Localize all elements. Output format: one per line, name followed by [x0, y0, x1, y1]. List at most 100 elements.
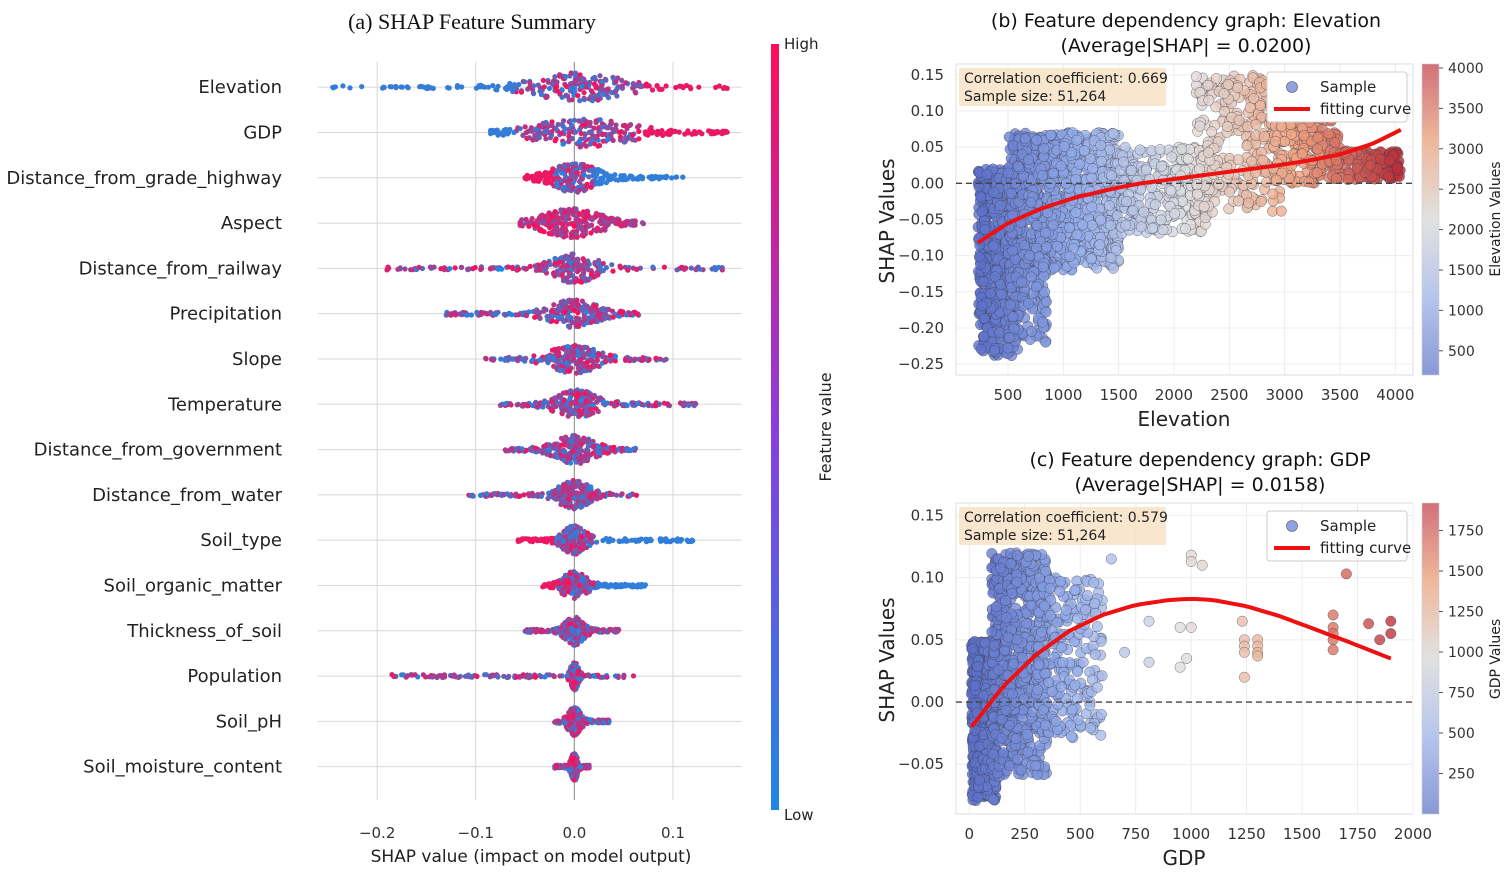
shap-point	[657, 174, 663, 180]
shap-point	[594, 720, 601, 726]
shap-point	[331, 84, 337, 91]
shap-point	[598, 306, 604, 312]
shap-point	[580, 275, 587, 281]
shap-point	[601, 720, 607, 726]
shap-point	[521, 356, 527, 362]
shap-point	[589, 313, 595, 319]
shap-point	[543, 136, 549, 142]
shap-point	[533, 309, 539, 315]
shap-point	[571, 679, 577, 686]
shap-point	[487, 309, 494, 315]
shap-point	[591, 363, 597, 369]
shap-point	[565, 368, 572, 374]
shap-point	[569, 407, 575, 413]
shap-point	[605, 583, 611, 589]
shap-point	[574, 616, 581, 623]
shap-point	[598, 582, 605, 589]
shap-point	[581, 672, 587, 679]
shap-point	[584, 183, 590, 189]
feature-label: Distance_from_grade_highway	[6, 168, 282, 189]
shap-point	[671, 128, 677, 134]
shap-point	[468, 312, 474, 318]
b-sample-point	[988, 186, 1000, 198]
shap-point	[566, 97, 572, 103]
shap-point	[575, 77, 581, 83]
shap-point	[576, 549, 582, 555]
shap-point	[454, 83, 461, 89]
shap-point	[621, 220, 628, 226]
shap-point	[599, 316, 605, 322]
shap-point	[511, 82, 517, 88]
shap-point	[607, 352, 613, 358]
shap-point	[547, 261, 553, 268]
shap-point	[663, 536, 669, 542]
shap-point	[575, 365, 581, 371]
shap-point	[555, 121, 561, 128]
feature-label: Temperature	[167, 394, 282, 415]
shap-point	[490, 83, 496, 89]
shap-point	[654, 83, 660, 89]
shap-point	[577, 72, 583, 78]
shap-point	[566, 129, 572, 135]
shap-point	[573, 533, 579, 539]
shap-point	[587, 717, 593, 723]
shap-point	[526, 223, 532, 229]
shap-point	[571, 751, 577, 757]
shap-point	[571, 350, 577, 356]
shap-point	[576, 264, 582, 270]
shap-point	[578, 764, 584, 770]
shap-point	[569, 300, 575, 307]
feature-label: GDP	[243, 122, 282, 143]
shap-point	[626, 356, 632, 362]
shap-point	[622, 130, 628, 136]
shap-point	[571, 85, 578, 91]
shap-point	[562, 620, 569, 626]
shap-point	[630, 446, 637, 452]
shap-point	[581, 344, 587, 351]
shap-point	[575, 668, 582, 674]
shap-point	[511, 129, 517, 136]
shap-point	[553, 126, 559, 132]
shap-point	[562, 439, 568, 445]
shap-point	[558, 630, 564, 636]
shap-point	[474, 673, 480, 680]
feature-label: Soil_type	[200, 530, 282, 551]
shap-point	[586, 500, 592, 506]
shap-point	[570, 483, 576, 489]
shap-point	[570, 433, 576, 439]
shap-point	[567, 768, 573, 774]
shap-point	[541, 172, 548, 178]
shap-point	[597, 117, 603, 123]
shap-point	[572, 641, 579, 647]
shap-point	[483, 356, 489, 362]
shap-point	[712, 130, 718, 136]
shap-point	[557, 259, 564, 265]
shap-point	[523, 312, 529, 318]
shap-point	[620, 123, 627, 129]
shap-point	[623, 177, 629, 183]
shap-point	[562, 309, 568, 315]
shap-point	[581, 270, 587, 276]
shap-point	[516, 266, 522, 272]
shap-point	[567, 388, 573, 394]
colorbar-low-label: Low	[784, 806, 814, 824]
shap-point	[559, 121, 565, 127]
shap-point	[600, 674, 606, 680]
shap-point	[559, 264, 565, 270]
shap-point	[544, 179, 550, 185]
shap-point	[501, 673, 507, 679]
shap-point	[562, 578, 568, 584]
shap-point	[576, 344, 583, 350]
shap-row-1	[488, 116, 730, 150]
shap-point	[561, 184, 567, 190]
shap-point	[465, 266, 471, 272]
shap-point	[568, 70, 574, 76]
feature-label: Soil_pH	[216, 711, 282, 732]
shap-point	[569, 136, 575, 142]
shap-point	[585, 258, 591, 264]
shap-point	[565, 549, 571, 555]
shap-point	[680, 84, 686, 90]
shap-point	[503, 312, 509, 318]
shap-point	[639, 401, 645, 408]
